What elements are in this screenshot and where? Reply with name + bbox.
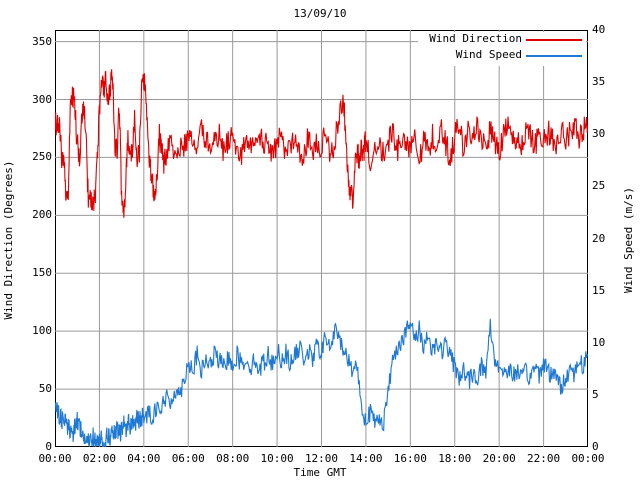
x-axis-title: Time GMT [293,466,347,479]
y-left-tick-label: 200 [32,208,52,222]
chart-title: 13/09/10 [293,7,347,20]
y-right-tick-label: 0 [592,440,599,453]
legend-color-swatch [526,39,582,41]
y-left-tick-label: 250 [32,150,52,164]
x-tick-label: 18:00 [438,452,472,465]
legend-label: Wind Direction [429,32,522,45]
y-left-tick-label: 350 [32,34,52,48]
y-left-tick-label: 0 [45,440,52,453]
series-wind-direction [55,69,588,218]
y-axis-right-ticks: 0 5 10 15 20 25 30 35 40 [592,0,638,480]
x-tick-label: 20:00 [482,452,516,465]
y-right-tick-label: 35 [592,75,606,89]
y-axis-left-title: Wind Direction (Degrees) [2,160,15,320]
legend-color-swatch [526,55,582,57]
chart-legend: Wind Direction Wind Speed [418,32,586,66]
x-tick-label: 06:00 [171,452,205,465]
x-tick-label: 02:00 [82,452,116,465]
x-tick-label: 00:00 [38,452,72,465]
y-right-tick-label: 15 [592,283,606,297]
x-tick-label: 14:00 [349,452,383,465]
y-left-tick-label: 100 [32,324,52,338]
y-left-tick-label: 50 [38,382,52,396]
y-right-tick-label: 20 [592,231,606,245]
x-tick-label: 22:00 [527,452,561,465]
y-right-tick-label: 5 [592,387,599,401]
x-tick-label: 12:00 [304,452,339,465]
y-right-tick-label: 25 [592,179,606,193]
legend-label: Wind Speed [455,48,522,61]
x-tick-label: 16:00 [393,452,427,465]
series-wind-speed [55,318,588,447]
x-tick-label: 10:00 [260,452,294,465]
y-left-tick-label: 150 [32,266,52,280]
y-right-tick-label: 40 [592,23,606,36]
y-right-tick-label: 30 [592,127,606,141]
y-right-tick-label: 10 [592,335,606,349]
x-tick-label: 08:00 [216,452,250,465]
y-axis-left-ticks: 0 50 100 150 200 250 300 350 [0,0,52,480]
x-tick-label: 00:00 [571,452,605,465]
y-left-tick-label: 300 [32,92,52,106]
y-axis-right-title: Wind Speed (m/s) [622,187,635,293]
plot-area [55,30,588,447]
x-tick-label: 04:00 [127,452,161,465]
